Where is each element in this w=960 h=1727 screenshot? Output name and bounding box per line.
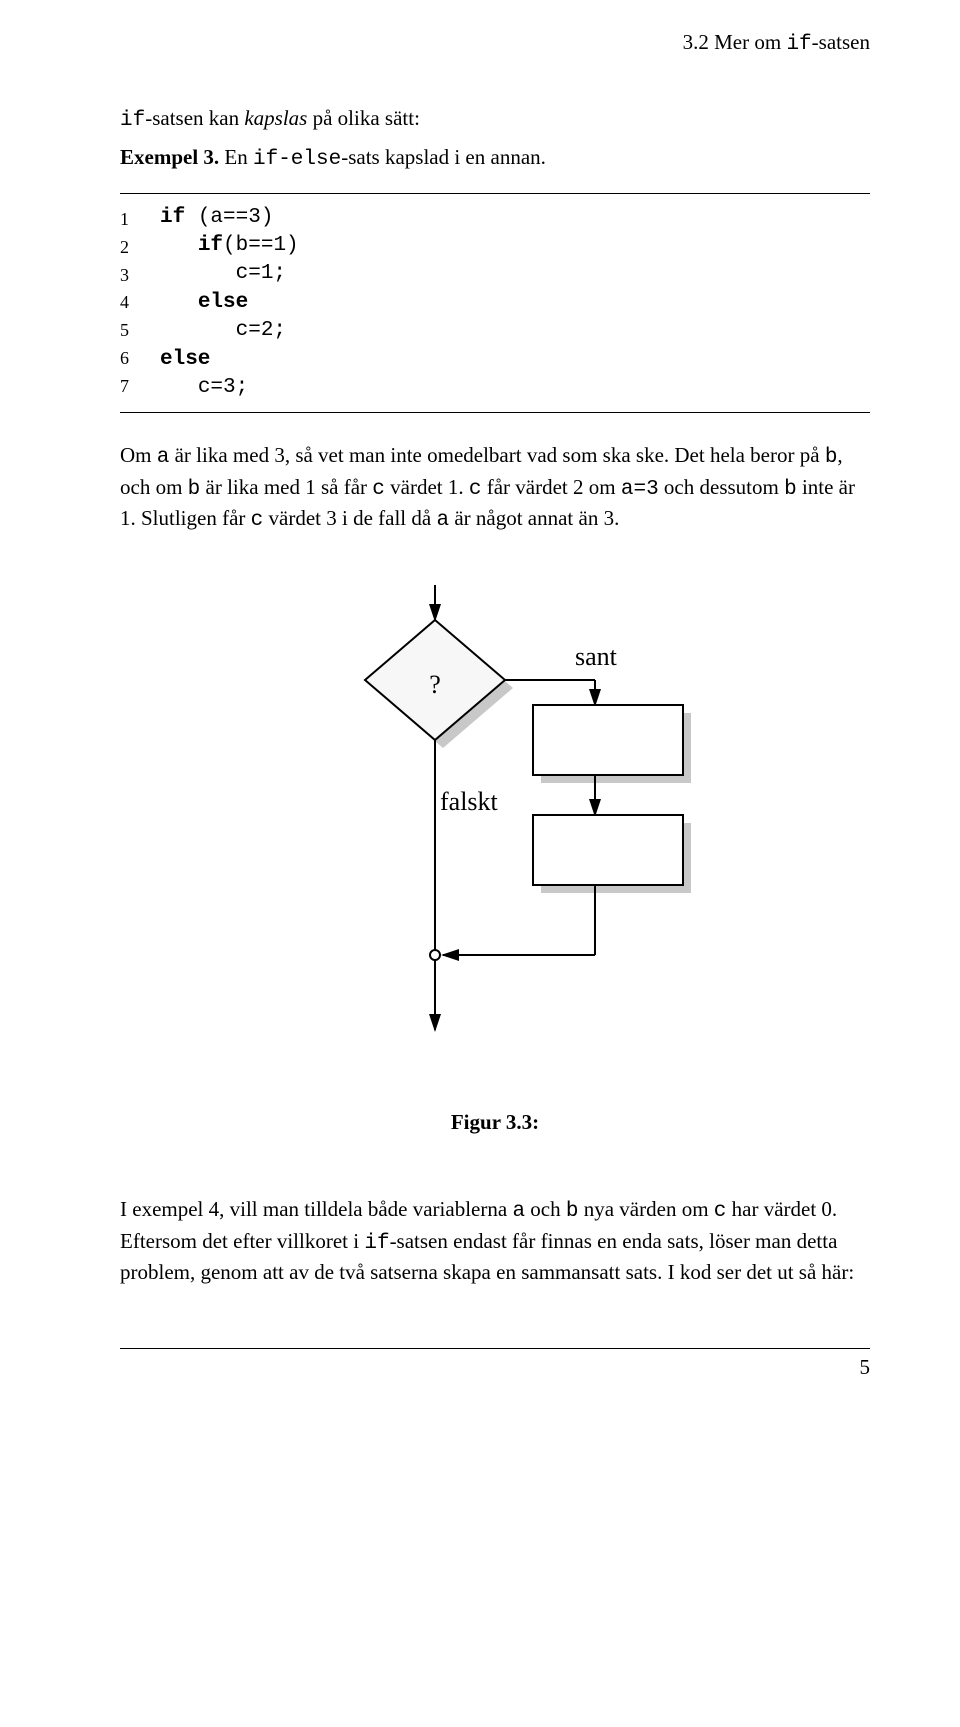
code-a3: a=3 bbox=[621, 478, 659, 501]
code-block: 1234567 if (a==3) if(b==1) c=1; else c=2… bbox=[120, 193, 870, 413]
t: är lika med 1 så får bbox=[206, 475, 368, 499]
section-code: if bbox=[786, 33, 811, 56]
line-numbers: 1234567 bbox=[120, 204, 160, 402]
code-body: 1234567 if (a==3) if(b==1) c=1; else c=2… bbox=[120, 194, 870, 412]
code-lines: if (a==3) if(b==1) c=1; else c=2; else c=… bbox=[160, 204, 299, 402]
line-number: 4 bbox=[120, 289, 160, 317]
flowchart-svg: ? sant falskt bbox=[285, 585, 705, 1065]
code-c: c bbox=[714, 1200, 727, 1223]
code-line: c=2; bbox=[160, 317, 299, 345]
page-bottom-rule bbox=[120, 1348, 870, 1349]
code-line: else bbox=[160, 289, 299, 317]
section-text-prefix: Mer om bbox=[714, 30, 781, 54]
true-label: sant bbox=[575, 642, 618, 671]
code-c: c bbox=[372, 478, 385, 501]
line-number: 7 bbox=[120, 373, 160, 401]
false-label: falskt bbox=[440, 787, 499, 816]
code-b: b bbox=[566, 1200, 579, 1223]
t: får värdet 2 om bbox=[487, 475, 616, 499]
page-number: 5 bbox=[120, 1355, 870, 1380]
line-number: 5 bbox=[120, 317, 160, 345]
section-number: 3.2 bbox=[683, 30, 709, 54]
intro-line-2: Exempel 3. En if-else-sats kapslad i en … bbox=[120, 143, 870, 174]
keyword: else bbox=[160, 348, 210, 371]
code-b: b bbox=[825, 446, 838, 469]
explanation-paragraph: Om a är lika med 3, så vet man inte omed… bbox=[120, 441, 870, 535]
line-number: 2 bbox=[120, 234, 160, 262]
t: Om bbox=[120, 443, 152, 467]
figure: ? sant falskt bbox=[120, 585, 870, 1070]
code-a: a bbox=[512, 1200, 525, 1223]
intro-end: på olika sätt: bbox=[313, 106, 420, 130]
intro-line-1: if-satsen kan kapslas på olika sätt: bbox=[120, 104, 870, 135]
code-line: if(b==1) bbox=[160, 232, 299, 260]
intro2-code: if-else bbox=[253, 148, 341, 171]
decision-label: ? bbox=[429, 670, 441, 699]
t: är något annat än 3. bbox=[454, 506, 619, 530]
intro2-end: -sats kapslad i en annan. bbox=[341, 145, 546, 169]
code-line: c=1; bbox=[160, 260, 299, 288]
section-header: 3.2 Mer om if-satsen bbox=[120, 30, 870, 56]
t: är lika med 3, så vet man inte omedelbar… bbox=[175, 443, 820, 467]
code-line: if (a==3) bbox=[160, 204, 299, 232]
keyword: if bbox=[198, 234, 223, 257]
t: värdet 3 i de fall då bbox=[269, 506, 432, 530]
intro-code-if: if bbox=[120, 109, 145, 132]
intro2-prefix: En bbox=[224, 145, 247, 169]
code-line: c=3; bbox=[160, 374, 299, 402]
code-b3: b bbox=[784, 478, 797, 501]
example-label: Exempel 3. bbox=[120, 145, 219, 169]
keyword: if bbox=[160, 206, 185, 229]
intro-mid: -satsen kan bbox=[145, 106, 239, 130]
keyword: else bbox=[198, 291, 248, 314]
t: och dessutom bbox=[664, 475, 779, 499]
code-line: else bbox=[160, 346, 299, 374]
code-c2: c bbox=[469, 478, 482, 501]
code-a: a bbox=[157, 446, 170, 469]
code-b2: b bbox=[188, 478, 201, 501]
paragraph-2: I exempel 4, vill man tilldela både vari… bbox=[120, 1195, 870, 1287]
t: värdet 1. bbox=[390, 475, 463, 499]
t: I exempel 4, vill man tilldela både vari… bbox=[120, 1197, 507, 1221]
page: 3.2 Mer om if-satsen if-satsen kan kapsl… bbox=[0, 0, 960, 1420]
code-if: if bbox=[364, 1232, 389, 1255]
t: och bbox=[530, 1197, 560, 1221]
code-c3: c bbox=[251, 509, 264, 532]
code-bottom-rule bbox=[120, 412, 870, 413]
line-number: 3 bbox=[120, 262, 160, 290]
t: nya värden om bbox=[584, 1197, 709, 1221]
line-number: 6 bbox=[120, 345, 160, 373]
intro-italic: kapslas bbox=[244, 106, 307, 130]
code-a4: a bbox=[436, 509, 449, 532]
figure-caption: Figur 3.3: bbox=[120, 1110, 870, 1135]
section-suffix: -satsen bbox=[812, 30, 870, 54]
line-number: 1 bbox=[120, 206, 160, 234]
